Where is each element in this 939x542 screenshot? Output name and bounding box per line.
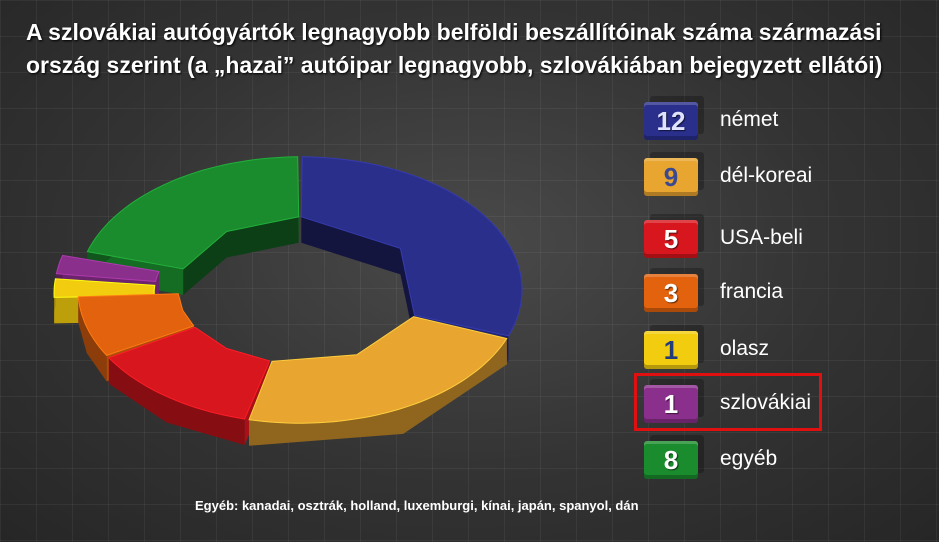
legend-label: német [720,108,779,131]
slice-outer-wall [78,296,107,382]
legend-value-box: 5 [644,220,698,258]
slice-USA-beli [107,326,271,445]
legend-value-box: 8 [644,441,698,479]
legend-label: olasz [720,337,770,360]
legend-label: szlovákiai [720,391,812,414]
slice-top-face [248,316,508,424]
legend-item-francia: 3 francia [640,268,920,314]
footnote: Egyéb: kanadai, osztrák, holland, luxemb… [195,498,639,513]
slice-top-face [53,278,156,298]
legend-item-egyéb: 8 egyéb [640,435,920,481]
legend-value-box: 3 [644,274,698,312]
slice-inner-wall [301,216,422,342]
slice-top-face [55,254,160,283]
slice-top-face [107,326,271,420]
slice-top-face [77,293,195,356]
legend-item-német: 12 német [640,96,920,142]
slice-top-face [300,156,523,337]
donut-slices [53,156,523,446]
slice-outer-wall [108,357,245,445]
slice-dél-koreai [248,316,508,446]
chart-title: A szlovákiai autógyártók legnagyobb belf… [26,16,916,82]
legend-label: USA-beli [720,226,803,249]
legend: 12 német 9 dél-koreai 5 USA-beli 3 francia 1 olas… [634,96,930,496]
legend-item-USA-beli: 5 USA-beli [640,214,920,260]
slice-egyéb [86,156,300,295]
highlight-frame [634,373,822,431]
legend-value-box: 1 [644,331,698,369]
legend-value-box: 9 [644,158,698,196]
chart-title-line-2: ország szerint (a „hazai” autóipar legna… [26,52,883,78]
slice-outer-wall [249,338,507,446]
legend-value-box: 12 [644,102,698,140]
legend-value-box: 1 [644,385,698,423]
legend-item-olasz: 1 olasz [640,325,920,371]
legend-item-dél-koreai: 9 dél-koreai [640,152,920,198]
legend-label: dél-koreai [720,164,813,187]
slice-inner-wall [183,216,299,295]
chart-title-line-1: A szlovákiai autógyártók legnagyobb belf… [26,19,882,45]
legend-label: egyéb [720,447,778,470]
slice-top-face [86,156,300,270]
legend-label: francia [720,280,784,303]
legend-item-szlovákiai: 1 szlovákiai [634,373,920,431]
